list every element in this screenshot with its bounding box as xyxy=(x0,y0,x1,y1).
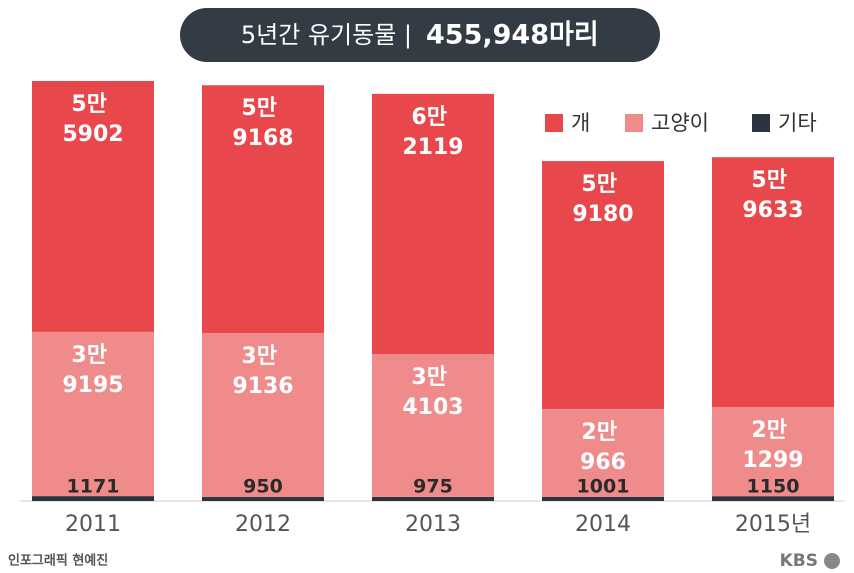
legend-label: 고양이 xyxy=(651,111,709,135)
credit: 인포그래픽 현예진 xyxy=(8,553,108,569)
x-tick-label: 2014 xyxy=(575,512,631,537)
legend-swatch xyxy=(625,114,643,132)
value-label: 2만 1299 xyxy=(742,418,803,473)
bar-segment xyxy=(32,496,154,501)
bar-segment xyxy=(712,496,834,501)
value-label: 1171 xyxy=(67,476,120,498)
value-label: 975 xyxy=(413,476,453,498)
x-tick-label: 2015년 xyxy=(735,512,811,537)
value-label: 5만 9168 xyxy=(232,96,293,151)
bar-segment xyxy=(372,496,494,501)
bar-segment xyxy=(542,408,664,497)
value-label: 3만 4103 xyxy=(402,365,463,420)
legend-swatch xyxy=(545,114,563,132)
bar-segment xyxy=(32,81,154,332)
value-label: 950 xyxy=(243,476,283,498)
bar-segment xyxy=(202,333,324,498)
value-label: 1001 xyxy=(577,476,630,498)
legend-label: 기타 xyxy=(778,111,817,135)
bar-segment xyxy=(372,93,494,355)
title-total: 455,948마리 xyxy=(426,20,599,51)
value-label: 3만 9195 xyxy=(62,343,123,398)
value-label: 3만 9136 xyxy=(232,344,293,399)
bar-segment xyxy=(202,497,324,501)
chart-title: 5년간 유기동물 | xyxy=(241,21,412,49)
value-label: 2만 966 xyxy=(580,420,626,475)
bar-segment xyxy=(712,406,834,497)
value-label: 5만 9180 xyxy=(572,172,633,227)
legend-swatch xyxy=(752,114,770,132)
legend-label: 개 xyxy=(571,111,590,135)
bar-segment xyxy=(542,496,664,501)
value-label: 5만 9633 xyxy=(742,168,803,223)
title-pill xyxy=(180,8,660,62)
bar-segment xyxy=(372,354,494,497)
source-logo xyxy=(824,553,840,569)
x-tick-label: 2013 xyxy=(405,512,461,537)
bar-segment xyxy=(202,85,324,334)
x-tick-label: 2012 xyxy=(235,512,291,537)
bar-segment xyxy=(32,331,154,497)
bar-segment xyxy=(712,157,834,407)
source: KBS xyxy=(780,551,818,571)
x-tick-label: 2011 xyxy=(65,512,121,537)
value-label: 6만 2119 xyxy=(402,105,463,160)
value-label: 5만 5902 xyxy=(62,92,123,147)
bar-segment xyxy=(542,161,664,409)
value-label: 1150 xyxy=(747,476,800,498)
